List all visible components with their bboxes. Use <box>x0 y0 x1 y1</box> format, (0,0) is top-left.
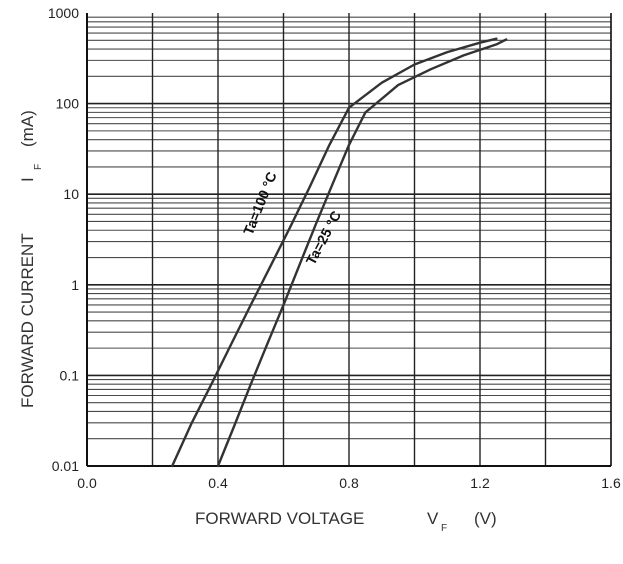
y-tick-label: 100 <box>56 96 80 112</box>
x-axis-symbol: V <box>427 509 439 528</box>
y-axis-subscript: F <box>33 164 44 170</box>
x-axis-unit: (V) <box>474 509 497 528</box>
curve-label-25c: Ta=25 °C <box>303 208 345 267</box>
series-line-ta-100c <box>170 37 498 468</box>
axes <box>86 13 612 467</box>
x-axis-subscript: F <box>441 523 447 534</box>
x-axis-label: FORWARD VOLTAGE <box>195 509 364 528</box>
series-line-ta-25c <box>216 38 508 468</box>
y-tick-label: 10 <box>63 186 79 202</box>
y-axis-label: FORWARD CURRENT <box>18 233 37 408</box>
curves <box>170 37 508 468</box>
grid <box>86 13 612 467</box>
y-tick-label: 1000 <box>48 5 79 21</box>
x-tick-label: 0.8 <box>339 475 359 491</box>
y-tick-label: 1 <box>71 277 79 293</box>
y-tick-label: 0.1 <box>60 367 80 383</box>
x-tick-label: 0.4 <box>208 475 228 491</box>
tick-labels: 0.01 0.1 1 10 100 1000 0.0 0.4 0.8 1.2 1.6 <box>48 5 621 491</box>
x-axis-title: FORWARD VOLTAGE V F (V) <box>195 509 497 534</box>
x-tick-label: 0.0 <box>77 475 97 491</box>
y-axis-symbol: I <box>18 177 37 182</box>
y-axis-unit: (mA) <box>18 110 37 147</box>
x-tick-label: 1.6 <box>601 475 621 491</box>
y-tick-label: 0.01 <box>52 458 79 474</box>
x-tick-label: 1.2 <box>470 475 490 491</box>
y-axis-title: FORWARD CURRENT I F (mA) <box>18 110 44 408</box>
